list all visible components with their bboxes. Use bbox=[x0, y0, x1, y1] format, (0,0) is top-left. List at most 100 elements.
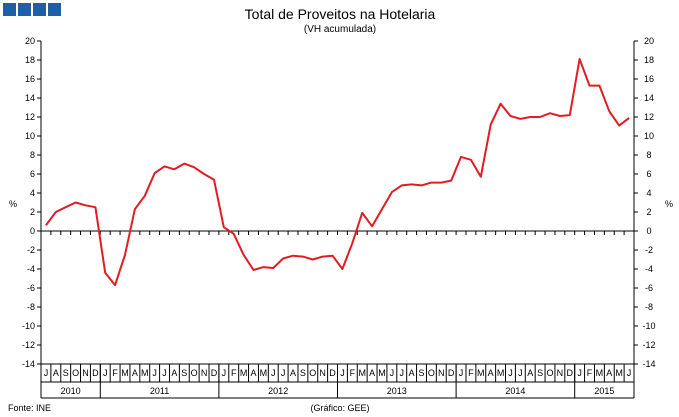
x-axis-years: 2010 2011 2012 2013 2014 2015 bbox=[61, 364, 614, 398]
month-label: M bbox=[596, 368, 604, 378]
y-tick-label-left: 20 bbox=[25, 36, 35, 46]
month-label: J bbox=[281, 368, 286, 378]
y-tick-label-right: 12 bbox=[644, 112, 654, 122]
year-label: 2011 bbox=[150, 386, 169, 396]
month-label: A bbox=[409, 368, 415, 378]
y-tick-label-left: 10 bbox=[25, 131, 35, 141]
y-tick-label-right: 10 bbox=[644, 131, 654, 141]
month-label: S bbox=[300, 368, 306, 378]
y-tick-label-left: 4 bbox=[30, 188, 35, 198]
y-tick-label-right: 14 bbox=[644, 93, 654, 103]
y-axis-label-left: % bbox=[9, 199, 17, 209]
month-label: F bbox=[112, 368, 118, 378]
month-label: O bbox=[309, 368, 316, 378]
month-label: D bbox=[211, 368, 218, 378]
month-label: J bbox=[340, 368, 345, 378]
month-label: S bbox=[419, 368, 425, 378]
y-tick-label-right: 0 bbox=[646, 226, 651, 236]
month-label: A bbox=[132, 368, 138, 378]
month-label: N bbox=[557, 368, 564, 378]
month-label: O bbox=[191, 368, 198, 378]
y-tick-label-left: -8 bbox=[27, 302, 35, 312]
month-label: M bbox=[615, 368, 623, 378]
y-tick-label-left: 18 bbox=[25, 55, 35, 65]
month-label: M bbox=[240, 368, 248, 378]
month-label: M bbox=[477, 368, 485, 378]
month-label: J bbox=[271, 368, 276, 378]
y-tick-label-left: -6 bbox=[27, 283, 35, 293]
logo-block bbox=[48, 3, 61, 16]
y-tick-label-left: -12 bbox=[22, 340, 35, 350]
y-tick-label-left: -4 bbox=[27, 264, 35, 274]
y-tick-label-right: 2 bbox=[646, 207, 651, 217]
credit-note: (Gráfico: GEE) bbox=[310, 403, 369, 413]
y-tick-label-right: 8 bbox=[646, 150, 651, 160]
year-label: 2012 bbox=[268, 386, 288, 396]
month-label: A bbox=[53, 368, 59, 378]
y-tick-label-left: 16 bbox=[25, 74, 35, 84]
y-tick-label-right: 16 bbox=[644, 74, 654, 84]
month-label: M bbox=[358, 368, 366, 378]
month-label: M bbox=[141, 368, 149, 378]
y-tick-label-right: 4 bbox=[646, 188, 651, 198]
y-tick-label-left: 8 bbox=[30, 150, 35, 160]
month-label: A bbox=[250, 368, 256, 378]
month-label: S bbox=[537, 368, 543, 378]
chart-subtitle: (VH acumulada) bbox=[304, 24, 376, 35]
year-label: 2014 bbox=[505, 386, 525, 396]
month-label: D bbox=[92, 368, 99, 378]
month-label: A bbox=[488, 368, 494, 378]
source-note: Fonte: INE bbox=[8, 403, 51, 413]
y-tick-label-right: -2 bbox=[645, 245, 653, 255]
y-tick-label-left: -10 bbox=[22, 321, 35, 331]
month-label: A bbox=[171, 368, 177, 378]
year-label: 2010 bbox=[61, 386, 81, 396]
month-label: O bbox=[546, 368, 553, 378]
logo-block bbox=[3, 3, 16, 16]
month-label: J bbox=[508, 368, 513, 378]
month-label: J bbox=[162, 368, 167, 378]
month-label: J bbox=[577, 368, 582, 378]
month-label: F bbox=[468, 368, 474, 378]
y-tick-label-right: 18 bbox=[644, 55, 654, 65]
month-label: N bbox=[438, 368, 445, 378]
series-line bbox=[45, 58, 630, 287]
logo-block bbox=[18, 3, 31, 16]
month-label: S bbox=[63, 368, 69, 378]
month-label: A bbox=[290, 368, 296, 378]
y-axis-label-right: % bbox=[665, 199, 673, 209]
y-tick-label-left: 6 bbox=[30, 169, 35, 179]
series-layer bbox=[45, 58, 630, 287]
y-tick-label-left: -2 bbox=[27, 245, 35, 255]
logo bbox=[3, 3, 61, 16]
month-label: N bbox=[82, 368, 89, 378]
month-label: J bbox=[390, 368, 395, 378]
y-tick-label-right: -12 bbox=[642, 340, 655, 350]
y-tick-label-left: -14 bbox=[22, 359, 35, 369]
year-label: 2015 bbox=[594, 386, 614, 396]
logo-block bbox=[33, 3, 46, 16]
y-tick-label-right: -6 bbox=[645, 283, 653, 293]
month-label: O bbox=[428, 368, 435, 378]
y-tick-label-right: 20 bbox=[644, 36, 654, 46]
year-label: 2013 bbox=[387, 386, 407, 396]
month-label: M bbox=[497, 368, 505, 378]
month-label: J bbox=[518, 368, 523, 378]
plot-area bbox=[40, 41, 635, 399]
y-tick-label-right: -14 bbox=[642, 359, 655, 369]
month-label: F bbox=[350, 368, 356, 378]
month-label: M bbox=[378, 368, 386, 378]
y-tick-label-right: -10 bbox=[642, 321, 655, 331]
month-label: J bbox=[152, 368, 157, 378]
y-tick-label-right: 6 bbox=[646, 169, 651, 179]
y-tick-label-left: 2 bbox=[30, 207, 35, 217]
y-tick-label-left: 14 bbox=[25, 93, 35, 103]
y-tick-label-left: 0 bbox=[30, 226, 35, 236]
month-label: J bbox=[103, 368, 108, 378]
month-label: F bbox=[587, 368, 593, 378]
month-label: D bbox=[329, 368, 336, 378]
month-label: J bbox=[399, 368, 404, 378]
